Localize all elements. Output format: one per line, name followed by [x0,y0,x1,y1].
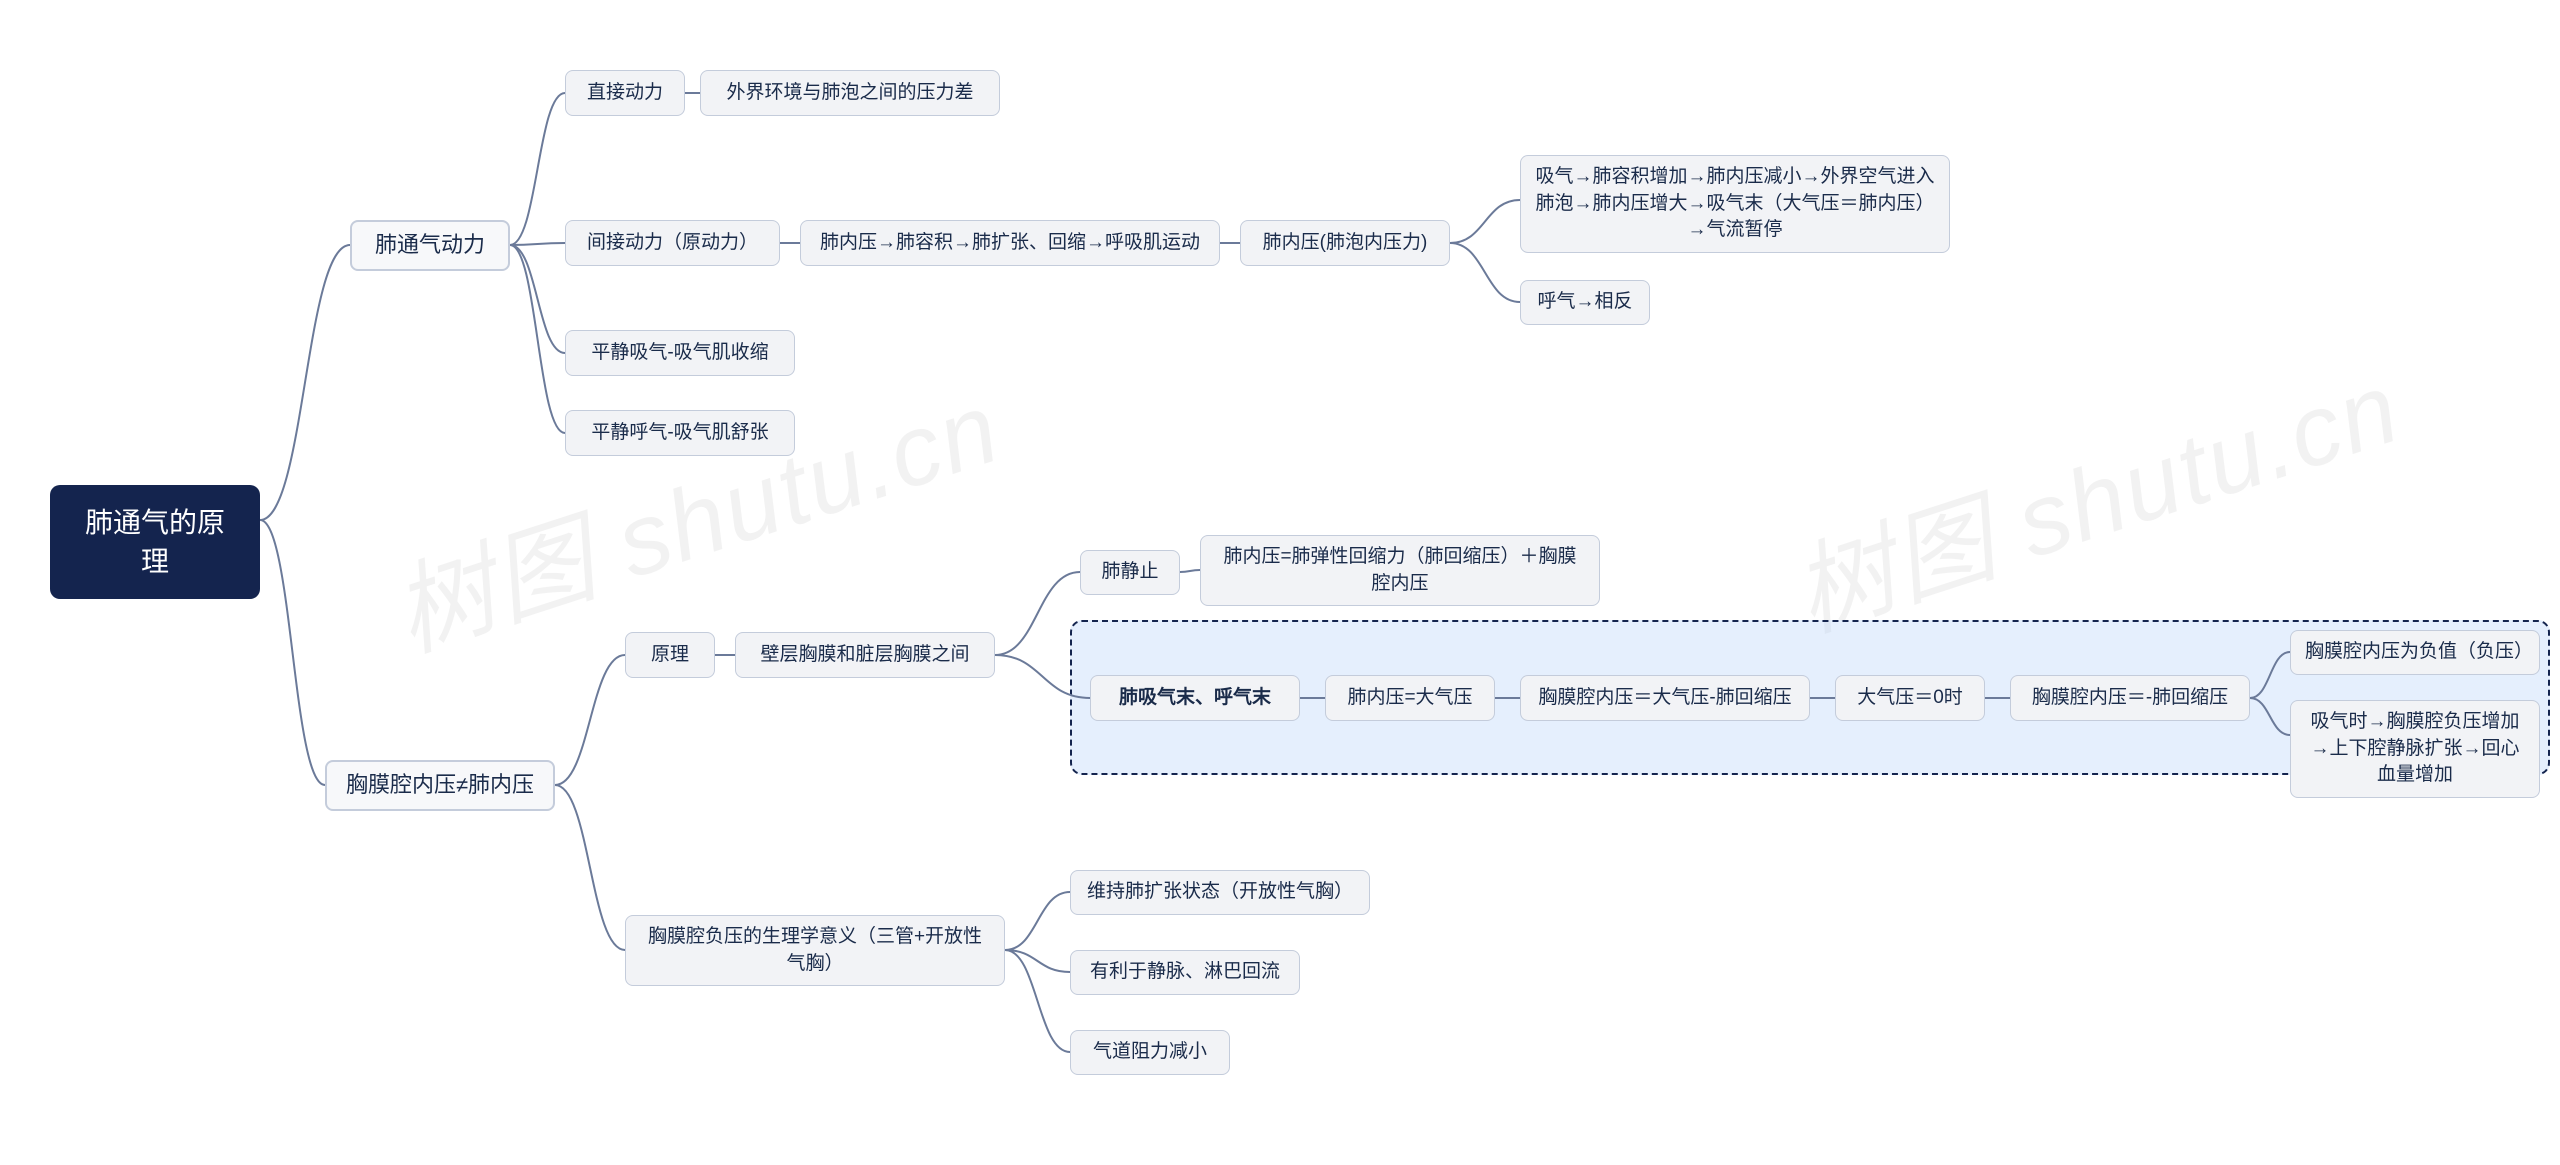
mindmap-node[interactable]: 胸膜腔内压为负值（负压） [2290,630,2540,675]
mindmap-node[interactable]: 肺吸气末、呼气末 [1090,675,1300,721]
mindmap-node[interactable]: 胸膜腔负压的生理学意义（三管+开放性气胸） [625,915,1005,986]
mindmap-node[interactable]: 肺内压=肺弹性回缩力（肺回缩压）＋胸膜腔内压 [1200,535,1600,606]
watermark: 树图 shutu.cn [373,347,1015,679]
mindmap-node[interactable]: 吸气→肺容积增加→肺内压减小→外界空气进入肺泡→肺内压增大→吸气末（大气压＝肺内… [1520,155,1950,253]
watermark: 树图 shutu.cn [1773,327,2415,659]
mindmap-node[interactable]: 外界环境与肺泡之间的压力差 [700,70,1000,116]
mindmap-node[interactable]: 胸膜腔内压＝大气压-肺回缩压 [1520,675,1810,721]
mindmap-node[interactable]: 肺静止 [1080,550,1180,595]
root-node[interactable]: 肺通气的原理 [50,485,260,599]
mindmap-node[interactable]: 维持肺扩张状态（开放性气胸） [1070,870,1370,915]
mindmap-node[interactable]: 肺通气动力 [350,220,510,271]
mindmap-node[interactable]: 平静吸气-吸气肌收缩 [565,330,795,376]
mindmap-node[interactable]: 吸气时→胸膜腔负压增加→上下腔静脉扩张→回心血量增加 [2290,700,2540,798]
mindmap-node[interactable]: 胸膜腔内压＝-肺回缩压 [2010,675,2250,721]
mindmap-node[interactable]: 呼气→相反 [1520,280,1650,325]
mindmap-node[interactable]: 大气压＝0时 [1835,675,1985,721]
mindmap-node[interactable]: 肺内压=大气压 [1325,675,1495,721]
mindmap-node[interactable]: 壁层胸膜和脏层胸膜之间 [735,632,995,678]
mindmap-node[interactable]: 原理 [625,632,715,678]
mindmap-node[interactable]: 直接动力 [565,70,685,116]
mindmap-node[interactable]: 气道阻力减小 [1070,1030,1230,1075]
mindmap-node[interactable]: 平静呼气-吸气肌舒张 [565,410,795,456]
mindmap-node[interactable]: 肺内压(肺泡内压力) [1240,220,1450,266]
mindmap-node[interactable]: 有利于静脉、淋巴回流 [1070,950,1300,995]
mindmap-node[interactable]: 间接动力（原动力） [565,220,780,266]
mindmap-node[interactable]: 肺内压→肺容积→肺扩张、回缩→呼吸肌运动 [800,220,1220,266]
mindmap-node[interactable]: 胸膜腔内压≠肺内压 [325,760,555,811]
